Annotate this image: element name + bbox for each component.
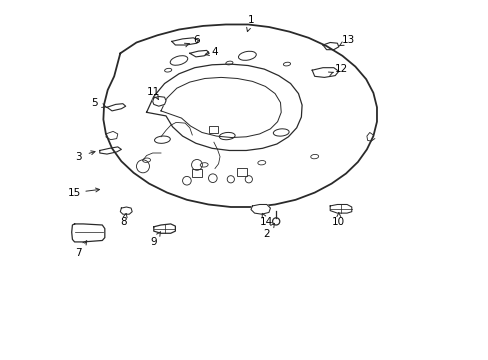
Text: 6: 6 xyxy=(193,35,200,45)
Text: 15: 15 xyxy=(68,188,81,198)
Text: 8: 8 xyxy=(121,217,127,228)
Polygon shape xyxy=(152,96,166,106)
Text: 12: 12 xyxy=(334,64,347,74)
Polygon shape xyxy=(72,224,104,242)
Polygon shape xyxy=(120,207,132,214)
Polygon shape xyxy=(329,204,351,213)
Text: 13: 13 xyxy=(342,35,355,45)
Text: 5: 5 xyxy=(90,98,97,108)
Text: 10: 10 xyxy=(331,217,345,228)
Text: 7: 7 xyxy=(75,248,81,258)
Text: 14: 14 xyxy=(260,217,273,228)
Text: 9: 9 xyxy=(150,237,157,247)
Text: 1: 1 xyxy=(247,15,254,25)
Text: 11: 11 xyxy=(147,87,160,97)
Text: 3: 3 xyxy=(75,152,81,162)
Polygon shape xyxy=(250,204,270,214)
Polygon shape xyxy=(153,224,175,233)
Text: 2: 2 xyxy=(263,229,269,239)
Text: 4: 4 xyxy=(211,47,218,57)
